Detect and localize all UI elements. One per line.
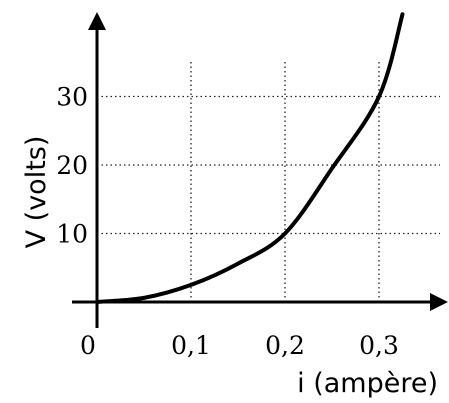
origin-label: 0 [80, 331, 96, 360]
labels: 0 i (ampère) V (volts) 0,1 0,2 0,3 10 20 30 [21, 83, 438, 400]
curve-group [95, 12, 405, 304]
y-axis-arrowhead [88, 12, 106, 30]
y-tick-label: 20 [56, 151, 88, 180]
y-axis-label: V (volts) [21, 136, 52, 249]
x-axis-label: i (ampère) [297, 368, 438, 399]
x-axis-arrowhead [430, 293, 448, 311]
axes [72, 12, 448, 328]
y-tick-label: 30 [56, 83, 88, 112]
x-tick-label: 0,3 [359, 331, 399, 360]
x-tick-label: 0,2 [265, 331, 305, 360]
y-tick-label: 10 [56, 220, 88, 249]
series-line [95, 12, 405, 304]
x-tick-label: 0,1 [171, 331, 211, 360]
grid-lines [97, 62, 440, 302]
